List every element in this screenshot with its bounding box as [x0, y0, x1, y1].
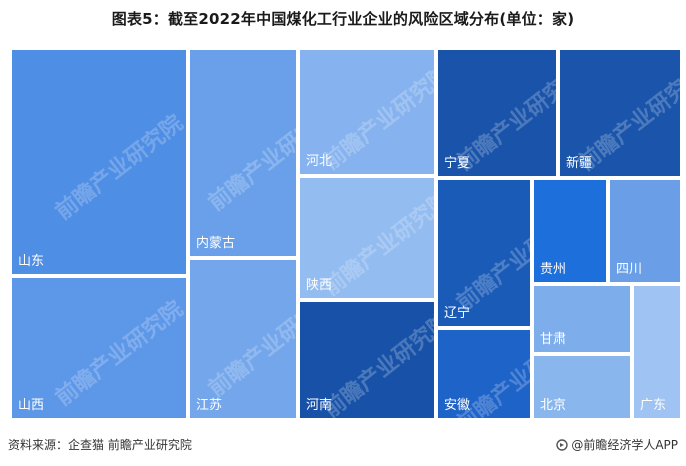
brand-label: @前瞻经济学人APP: [571, 438, 678, 452]
treemap-tile: 前瞻产业研究院 新疆: [558, 48, 686, 178]
treemap-tile: 广东: [632, 284, 682, 420]
watermark-text: 前瞻产业研究院: [51, 296, 188, 412]
treemap-tile: 前瞻产业研究院 安徽: [436, 323, 589, 437]
tile-label: 山东: [18, 254, 45, 269]
treemap-tile: 前瞻产业研究院 辽宁: [436, 178, 589, 328]
source-note: 资料来源：企查猫 前瞻产业研究院: [8, 438, 192, 452]
tile-label: 贵州: [540, 262, 567, 277]
tile-label: 江苏: [196, 398, 223, 413]
treemap-tile: 前瞻产业研究院 河北: [298, 48, 456, 176]
treemap-tile: 贵州: [532, 178, 608, 284]
treemap-tile: 前瞻产业研究院 陕西: [298, 176, 456, 301]
treemap-tile: 前瞻产业研究院 江苏: [188, 258, 341, 420]
treemap-tile: 甘肃: [532, 284, 632, 354]
treemap-tile: 前瞻产业研究院山东: [10, 48, 188, 276]
brand: @前瞻经济学人APP: [556, 436, 678, 453]
tile-label: 内蒙古: [196, 236, 236, 251]
tile-label: 四川: [616, 262, 643, 277]
treemap-chart: 前瞻产业研究院 山东 前瞻产业研究院 山西 前瞻产业研究院 内蒙古 前瞻产业研究院 江苏 前瞻产…: [10, 48, 686, 437]
tile-label: 河北: [306, 154, 333, 169]
tile-label: 安徽: [444, 398, 471, 413]
tile-label: 陕西: [306, 278, 333, 293]
watermark-text: 前瞻产业研究院: [51, 110, 188, 226]
tile-label: 甘肃: [540, 332, 567, 347]
tile-label: 北京: [540, 398, 567, 413]
treemap-tile: 四川: [608, 178, 682, 284]
treemap-tile: 前瞻产业研究院 河南: [298, 300, 456, 423]
tile-label: 河南: [306, 398, 333, 413]
chart-title: 图表5：截至2022年中国煤化工行业企业的风险区域分布(单位：家): [111, 10, 575, 28]
tile-label: 宁夏: [444, 156, 471, 171]
tile-label: 新疆: [566, 156, 593, 171]
tile-label: 辽宁: [444, 306, 471, 321]
footer: 资料来源：企查猫 前瞻产业研究院 @前瞻经济学人APP: [8, 436, 678, 456]
tile-label: 山西: [18, 398, 45, 413]
treemap-tile: 前瞻产业研究院 山西: [10, 276, 188, 420]
treemap-tile: 北京: [532, 354, 632, 420]
tile-label: 广东: [640, 398, 667, 413]
treemap-tile: 前瞻产业研究院 宁夏: [436, 48, 589, 178]
treemap-tile: 前瞻产业研究院 内蒙古: [188, 48, 341, 258]
brand-logo-icon: [556, 438, 569, 451]
